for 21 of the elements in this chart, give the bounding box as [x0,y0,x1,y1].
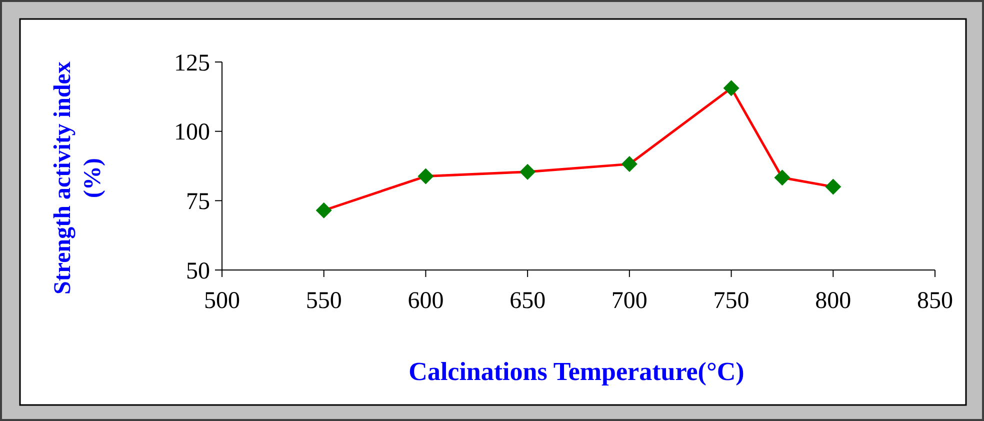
x-tick-label: 700 [611,288,648,314]
point [316,202,332,218]
y-tick-label: 50 [186,258,210,284]
y-axis-title: Strength activity index (%) [50,62,106,294]
x-tick-label: 550 [306,288,342,314]
point [418,168,434,184]
x-axis-title: Calcinations Temperature(°C) [408,357,744,386]
x-tick-label: 800 [815,288,852,314]
point [520,164,536,180]
y-tick-label: 100 [174,120,210,146]
point [825,178,842,195]
y-tick-label: 75 [186,189,210,216]
x-tick-label: 650 [510,288,546,314]
x-tick-label: 750 [713,288,750,314]
y-tick-label: 125 [174,50,210,76]
point [774,170,790,186]
x-tick-label: 600 [408,288,444,314]
x-tick-label: 850 [917,288,953,314]
point [621,156,638,172]
point [723,80,740,96]
x-tick-label: 500 [204,288,240,314]
